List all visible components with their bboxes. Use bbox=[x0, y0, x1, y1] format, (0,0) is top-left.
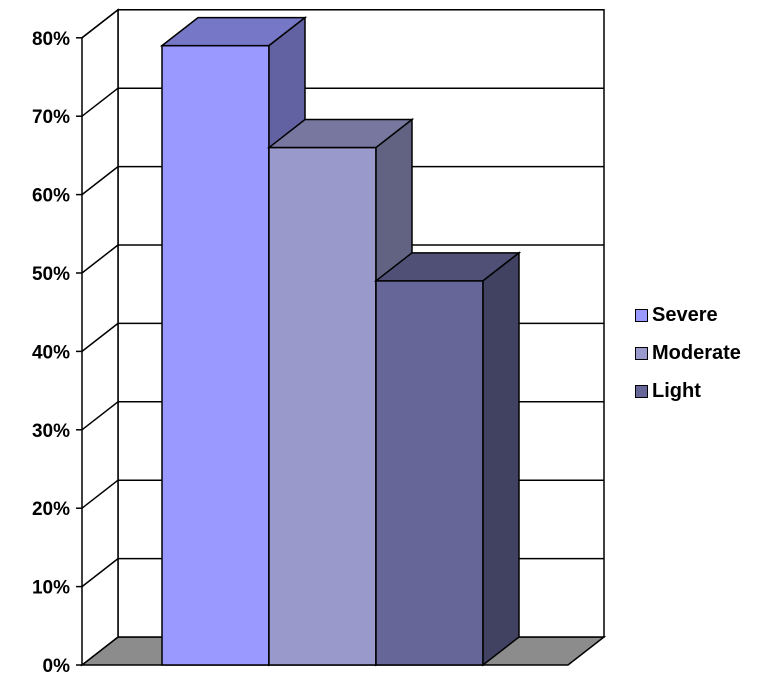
legend-swatch-light bbox=[635, 384, 648, 398]
bar-side bbox=[482, 251, 520, 667]
y-tick-label: 40% bbox=[32, 342, 70, 363]
gridline-side bbox=[81, 479, 119, 509]
legend: Severe Moderate Light bbox=[635, 296, 741, 410]
gridline-side bbox=[81, 401, 119, 431]
gridline-side bbox=[81, 558, 119, 588]
y-tick-label: 0% bbox=[43, 656, 71, 677]
y-tick-label: 50% bbox=[32, 264, 70, 285]
y-tick-label: 10% bbox=[32, 578, 70, 599]
legend-label-light: Light bbox=[652, 379, 701, 402]
legend-item-light: Light bbox=[635, 372, 741, 410]
gridline-side bbox=[81, 9, 119, 39]
bar-front bbox=[161, 44, 270, 666]
bar-front bbox=[268, 146, 377, 666]
gridline-side bbox=[81, 87, 119, 117]
chart-bars bbox=[159, 16, 522, 667]
y-tick-label: 60% bbox=[32, 186, 70, 207]
bar-front bbox=[375, 280, 484, 666]
legend-swatch-severe bbox=[635, 308, 648, 322]
y-tick-label: 70% bbox=[32, 107, 70, 128]
bar-light bbox=[373, 251, 522, 667]
legend-item-moderate: Moderate bbox=[635, 334, 741, 372]
legend-label-severe: Severe bbox=[652, 303, 718, 326]
gridline-side bbox=[81, 244, 119, 274]
gridline-side bbox=[81, 166, 119, 196]
legend-swatch-moderate bbox=[635, 346, 648, 360]
legend-label-moderate: Moderate bbox=[652, 341, 741, 364]
y-tick-label: 30% bbox=[32, 421, 70, 442]
y-tick-label: 20% bbox=[32, 499, 70, 520]
gridline-side bbox=[81, 322, 119, 352]
y-tick-label: 80% bbox=[32, 29, 70, 50]
legend-item-severe: Severe bbox=[635, 296, 741, 334]
y-axis-ticks: 0% 10% 20% 30% 40% 50% 60% 70% 80% bbox=[32, 29, 82, 677]
